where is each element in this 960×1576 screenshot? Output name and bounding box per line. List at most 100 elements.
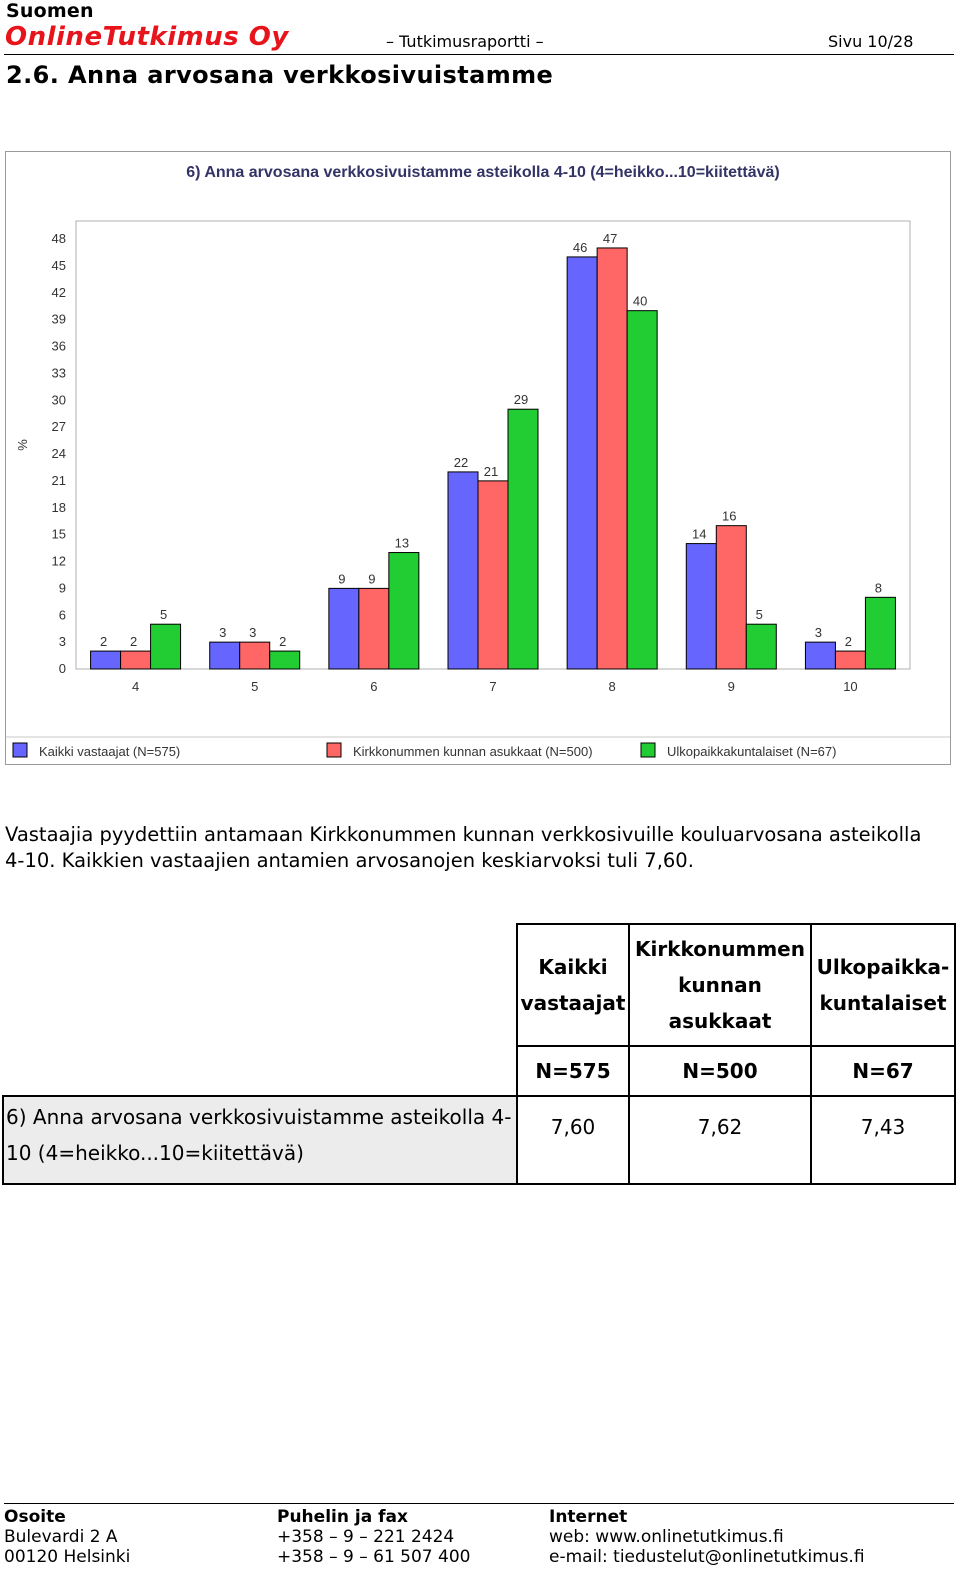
bar <box>209 641 241 670</box>
n-outsiders: N=67 <box>810 1045 956 1097</box>
bar <box>90 650 122 670</box>
data-label: 8 <box>875 580 882 595</box>
data-label: 16 <box>722 509 736 524</box>
bar <box>715 525 747 670</box>
y-tick-label: 18 <box>52 500 66 515</box>
legend-swatch <box>12 742 28 758</box>
x-tick-label: 10 <box>843 679 857 694</box>
legend-label: Kirkkonummen kunnan asukkaat (N=500) <box>353 744 593 759</box>
y-tick-label: 9 <box>59 580 66 595</box>
footer-internet: Internet web: www.onlinetutkimus.fi e-ma… <box>549 1507 865 1567</box>
data-label: 9 <box>368 571 375 586</box>
x-tick-label: 7 <box>489 679 496 694</box>
bar-chart: 6) Anna arvosana verkkosivuistamme astei… <box>6 164 950 759</box>
data-label: 13 <box>395 536 409 551</box>
y-tick-label: 30 <box>52 392 66 407</box>
data-label: 2 <box>100 634 107 649</box>
data-label: 29 <box>514 392 528 407</box>
y-tick-label: 48 <box>52 231 66 246</box>
bar <box>239 641 271 670</box>
x-tick-label: 6 <box>370 679 377 694</box>
column-header-outsiders: Ulkopaikka- kuntalaiset <box>810 923 956 1047</box>
chart-title: 6) Anna arvosana verkkosivuistamme astei… <box>186 164 779 181</box>
data-label: 9 <box>338 571 345 586</box>
value-outsiders: 7,43 <box>810 1095 956 1185</box>
bar <box>358 587 390 670</box>
column-header-all: Kaikki vastaajat <box>516 923 630 1047</box>
data-label: 5 <box>756 607 763 622</box>
description-paragraph: Vastaajia pyydettiin antamaan Kirkkonumm… <box>5 823 922 872</box>
page-number: Sivu 10/28 <box>828 32 914 51</box>
bar <box>328 587 360 670</box>
bar <box>804 641 836 670</box>
bar <box>150 623 182 670</box>
legend-label: Kaikki vastaajat (N=575) <box>39 744 180 759</box>
y-tick-label: 36 <box>52 339 66 354</box>
n-all: N=575 <box>516 1045 630 1097</box>
statistics-table: Kaikki vastaajat Kirkkonummen kunnan asu… <box>2 923 956 1185</box>
y-tick-label: 33 <box>52 365 66 380</box>
bar <box>269 650 301 670</box>
bar <box>507 408 539 670</box>
n-residents: N=500 <box>628 1045 812 1097</box>
y-axis-label: % <box>15 439 30 451</box>
bar <box>745 623 777 670</box>
section-title: 2.6. Anna arvosana verkkosivuistamme <box>6 61 554 89</box>
y-tick-label: 39 <box>52 312 66 327</box>
brand-top: Suomen <box>6 0 94 22</box>
y-tick-label: 0 <box>59 661 66 676</box>
x-tick-label: 5 <box>251 679 258 694</box>
y-tick-label: 12 <box>52 554 66 569</box>
y-tick-label: 21 <box>52 473 66 488</box>
data-label: 2 <box>130 634 137 649</box>
footer-divider <box>4 1503 954 1504</box>
data-label: 2 <box>279 634 286 649</box>
legend-swatch <box>326 742 342 758</box>
data-label: 22 <box>454 455 468 470</box>
bar <box>834 650 866 670</box>
question-cell: 6) Anna arvosana verkkosivuistamme astei… <box>2 1095 518 1185</box>
y-tick-label: 45 <box>52 258 66 273</box>
x-tick-label: 9 <box>728 679 735 694</box>
column-header-residents: Kirkkonummen kunnan asukkaat <box>628 923 812 1047</box>
brand-logo: OnlineTutkimus Oy <box>5 22 289 52</box>
bar <box>477 480 509 670</box>
data-label: 3 <box>219 625 226 640</box>
data-label: 46 <box>573 240 587 255</box>
value-residents: 7,62 <box>628 1095 812 1185</box>
bar <box>864 596 896 670</box>
y-tick-label: 42 <box>52 285 66 300</box>
document-type: – Tutkimusraportti – <box>386 32 544 51</box>
data-label: 21 <box>484 464 498 479</box>
bar <box>626 310 658 670</box>
y-tick-label: 6 <box>59 607 66 622</box>
footer-address: Osoite Bulevardi 2 A 00120 Helsinki <box>4 1507 131 1567</box>
y-tick-label: 27 <box>52 419 66 434</box>
legend-swatch <box>640 742 656 758</box>
bar <box>685 543 717 670</box>
data-label: 47 <box>603 231 617 246</box>
bar <box>120 650 152 670</box>
bar <box>388 552 420 670</box>
data-label: 14 <box>692 527 706 542</box>
x-tick-label: 4 <box>132 679 139 694</box>
bar <box>447 471 479 670</box>
y-tick-label: 3 <box>59 634 66 649</box>
value-all: 7,60 <box>516 1095 630 1185</box>
data-label: 5 <box>160 607 167 622</box>
data-label: 40 <box>633 294 647 309</box>
bar <box>596 247 628 670</box>
bar <box>566 256 598 670</box>
footer-phone: Puhelin ja fax +358 – 9 – 221 2424 +358 … <box>277 1507 471 1567</box>
x-tick-label: 8 <box>609 679 616 694</box>
header-divider <box>4 54 954 55</box>
y-tick-label: 15 <box>52 527 66 542</box>
data-label: 3 <box>815 625 822 640</box>
data-label: 2 <box>845 634 852 649</box>
y-tick-label: 24 <box>52 446 66 461</box>
x-axis-ticks: 4 5 6 7 8 9 10 <box>132 679 858 694</box>
legend-label: Ulkopaikkakuntalaiset (N=67) <box>667 744 836 759</box>
data-label: 3 <box>249 625 256 640</box>
